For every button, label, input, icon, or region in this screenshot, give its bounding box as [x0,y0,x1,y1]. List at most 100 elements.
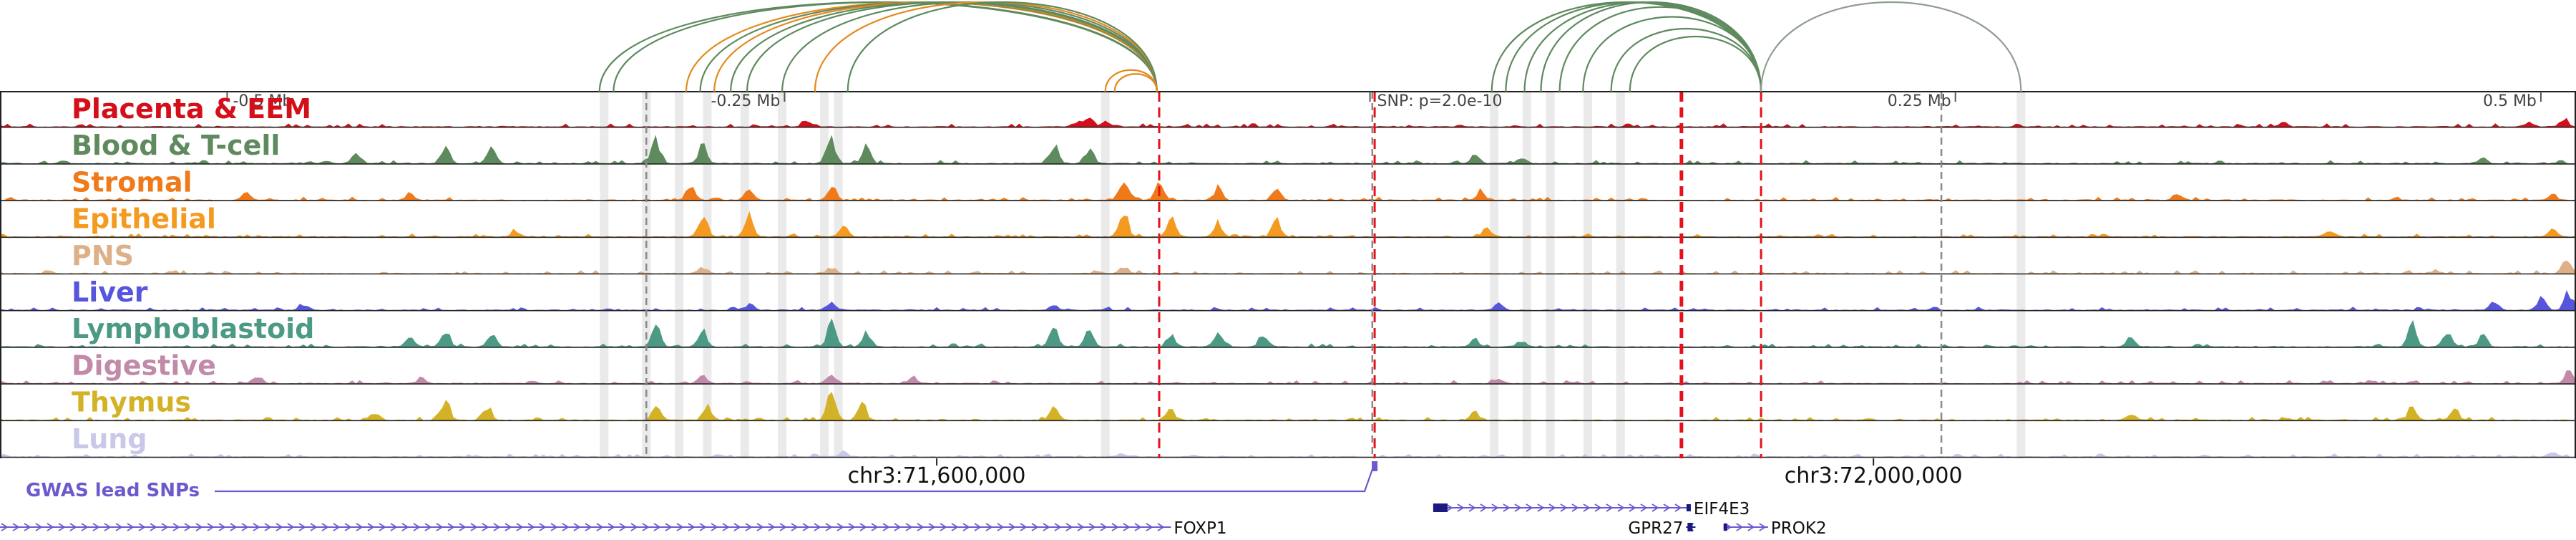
gene-strand-chevron [1652,503,1659,512]
gene-strand-chevron [253,523,260,531]
gene-strand-chevron [1457,503,1465,512]
gene-strand-chevron [1043,523,1050,531]
track-label-stromal: Stromal [72,166,192,198]
gene-strand-chevron [928,523,936,531]
gene-strand-chevron [653,523,661,531]
gene-strand-chevron [1640,503,1648,512]
gene-strand-chevron [951,523,959,531]
gene-strand-chevron [184,523,192,531]
gene-strand-chevron [275,523,283,531]
gene-strand-chevron [825,523,833,531]
gene-strand-chevron [1594,503,1602,512]
candidate-region-band [703,92,712,458]
gene-strand-chevron [310,523,318,531]
gene-strand-chevron [917,523,924,531]
gene-strand-chevron [390,523,398,531]
gene-strand-chevron [1629,503,1636,512]
gwas-lead-snp-marker [1372,461,1378,471]
gene-strand-chevron [1008,523,1016,531]
candidate-shading-layer [600,92,2026,458]
gene-strand-chevron [1468,503,1476,512]
gene-strand-chevron [1054,523,1062,531]
gene-strand-chevron [848,523,856,531]
gene-strand-chevron [1503,503,1511,512]
gene-strand-chevron [882,523,890,531]
gene-strand-chevron [1088,523,1096,531]
gene-strand-chevron [894,523,902,531]
gene-strand-chevron [676,523,684,531]
track-label-epithelial: Epithelial [72,203,216,235]
gene-strand-chevron [905,523,913,531]
gene-strand-chevron [504,523,512,531]
gene-strand-chevron [1157,523,1165,531]
chromatin-loop-arc [1760,1,2022,92]
relative-axis-label: 0.5 Mb [2483,92,2537,110]
track-label-pns: PNS [72,240,134,271]
gene-strand-chevron [436,523,444,531]
relative-axis-label: SNP: p=2.0e-10 [1377,92,1503,110]
gene-strand-chevron [424,523,432,531]
gene-strand-chevron [150,523,157,531]
candidate-region-band [1101,92,1110,458]
gene-strand-chevron [1560,503,1568,512]
chromatin-loop-arc [1582,16,1762,92]
signal-track-liver [0,290,2576,311]
gene-strand-chevron [207,523,215,531]
gene-strand-chevron [1031,523,1039,531]
gene-strand-chevron [1759,523,1767,531]
candidate-region-band [1583,92,1592,458]
gene-strand-chevron [1111,523,1119,531]
gene-strand-chevron [802,523,810,531]
gene-strand-chevron [379,523,386,531]
gene-strand-chevron [1571,503,1579,512]
gene-strand-chevron [35,523,43,531]
gene-strand-chevron [1134,523,1142,531]
chromatin-loop-arc [1505,1,1762,92]
gene-strand-chevron [516,523,524,531]
gene-strand-chevron [642,523,650,531]
gene-strand-chevron [470,523,478,531]
gene-strand-chevron [997,523,1005,531]
gene-strand-chevron [1,523,9,531]
gene-strand-chevron [58,523,66,531]
gene-strand-chevron [459,523,467,531]
candidate-region-band [778,92,787,458]
gene-strand-chevron [539,523,547,531]
candidate-region-band [1490,92,1498,458]
gene-strand-chevron [81,523,89,531]
gene-strand-chevron [24,523,31,531]
gene-strand-chevron [1065,523,1073,531]
chromatin-loop-arc [1629,35,1762,92]
gene-strand-chevron [859,523,867,531]
gene-strand-chevron [104,523,112,531]
track-label-placenta-eem: Placenta & EEM [72,93,311,125]
gene-strand-chevron [836,523,844,531]
signal-tracks-layer [0,117,2576,458]
chromatin-loop-arc [1113,73,1158,92]
candidate-region-band [1616,92,1625,458]
signal-track-blood-t-cell [0,135,2576,164]
gene-strand-chevron [69,523,77,531]
gene-strand-chevron [172,523,180,531]
loop-arcs-layer [598,1,2022,92]
gene-label-gpr27: GPR27 [1628,519,1683,537]
gene-strand-chevron [12,523,20,531]
gene-strand-chevron [1526,503,1533,512]
gene-strand-chevron [1100,523,1108,531]
chromatin-loop-arc [613,1,1158,92]
gwas-layer: GWAS lead SNPs [26,461,1378,501]
axis-layer: -0.5 Mb -0.25 Mb SNP: p=2.0e-10 0.25 Mb 0.5 … [226,92,2542,488]
gene-strand-chevron [413,523,421,531]
gene-strand-chevron [1606,503,1614,512]
gene-strand-chevron [1480,503,1488,512]
gene-strand-chevron [367,523,375,531]
gene-strand-chevron [161,523,169,531]
gene-strand-chevron [264,523,272,531]
candidate-region-band [740,92,749,458]
gene-strand-chevron [745,523,753,531]
gene-strand-chevron [321,523,329,531]
chromatin-loop-arc [746,1,1158,92]
gwas-connector-line [215,466,1375,493]
